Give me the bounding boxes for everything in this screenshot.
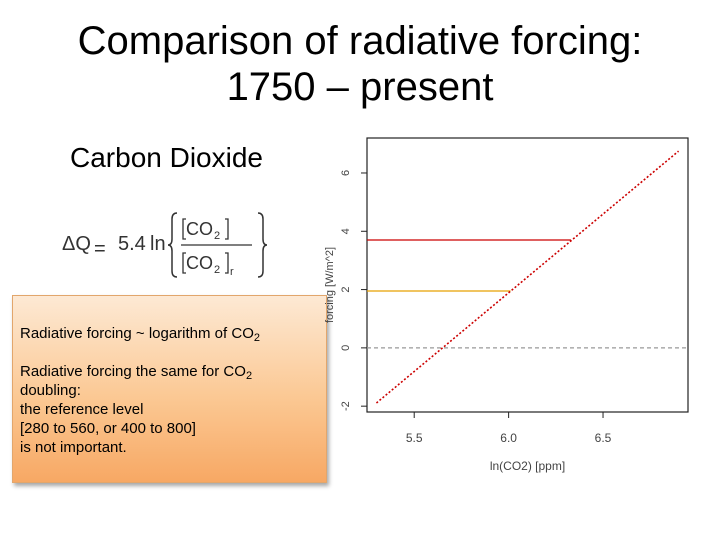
subtitle: Carbon Dioxide	[70, 142, 263, 173]
formula-reference-sub: r	[230, 266, 234, 278]
forcing-formula: ΔQ = 5.4 ln CO 2 CO 2 r	[62, 212, 268, 278]
x-tick-label-0: 5.5	[406, 431, 423, 445]
formula-numerator-sub: 2	[214, 230, 220, 242]
x-axis-label: ln(CO2) [ppm]	[490, 459, 565, 473]
title-line-1: Comparison of radiative forcing:	[77, 19, 643, 63]
x-tick-label-1: 6.0	[500, 431, 517, 445]
callout-line-4: the reference level	[20, 401, 144, 418]
right-brace	[257, 212, 268, 278]
y-tick-label-0: -2	[340, 401, 352, 411]
x-tick-label-2: 6.5	[595, 431, 612, 445]
forcing-line-0	[375, 150, 680, 404]
forcing-plot: 5.5 6.0 6.5 -2 0 2 4 6 ln(CO2) [ppm] forcing [W/m…	[325, 137, 689, 473]
formula-denominator-sub: 2	[214, 264, 220, 276]
slide-title: Comparison of radiative forcing: 1750 – …	[0, 18, 720, 110]
formula-ln: ln	[150, 233, 166, 255]
callout-line-3: doubling:	[20, 382, 81, 399]
callout-line-1: Radiative forcing ~ logarithm of CO2	[20, 325, 260, 344]
formula-lhs: ΔQ	[62, 233, 91, 255]
callout-line-2: Radiative forcing the same for CO2	[20, 363, 253, 382]
formula-denominator: CO	[186, 253, 213, 273]
y-tick-label-3: 4	[340, 228, 352, 234]
callout-line-6: is not important.	[20, 439, 127, 456]
y-tick-label-1: 0	[340, 345, 352, 351]
plot-frame	[366, 137, 689, 413]
title-line-2: 1750 – present	[226, 65, 494, 109]
formula-coefficient: 5.4	[118, 233, 146, 255]
callout-line-5: [280 to 560, or 400 to 800]	[20, 420, 196, 437]
formula-numerator: CO	[186, 219, 213, 239]
callout-box: Radiative forcing ~ logarithm of CO2 Rad…	[12, 295, 327, 483]
left-brace	[167, 212, 178, 278]
formula-equals: =	[94, 238, 106, 260]
y-tick-label-4: 6	[340, 170, 352, 176]
y-axis-label: forcing [W/m^2]	[325, 247, 336, 323]
y-tick-label-2: 2	[340, 287, 352, 293]
